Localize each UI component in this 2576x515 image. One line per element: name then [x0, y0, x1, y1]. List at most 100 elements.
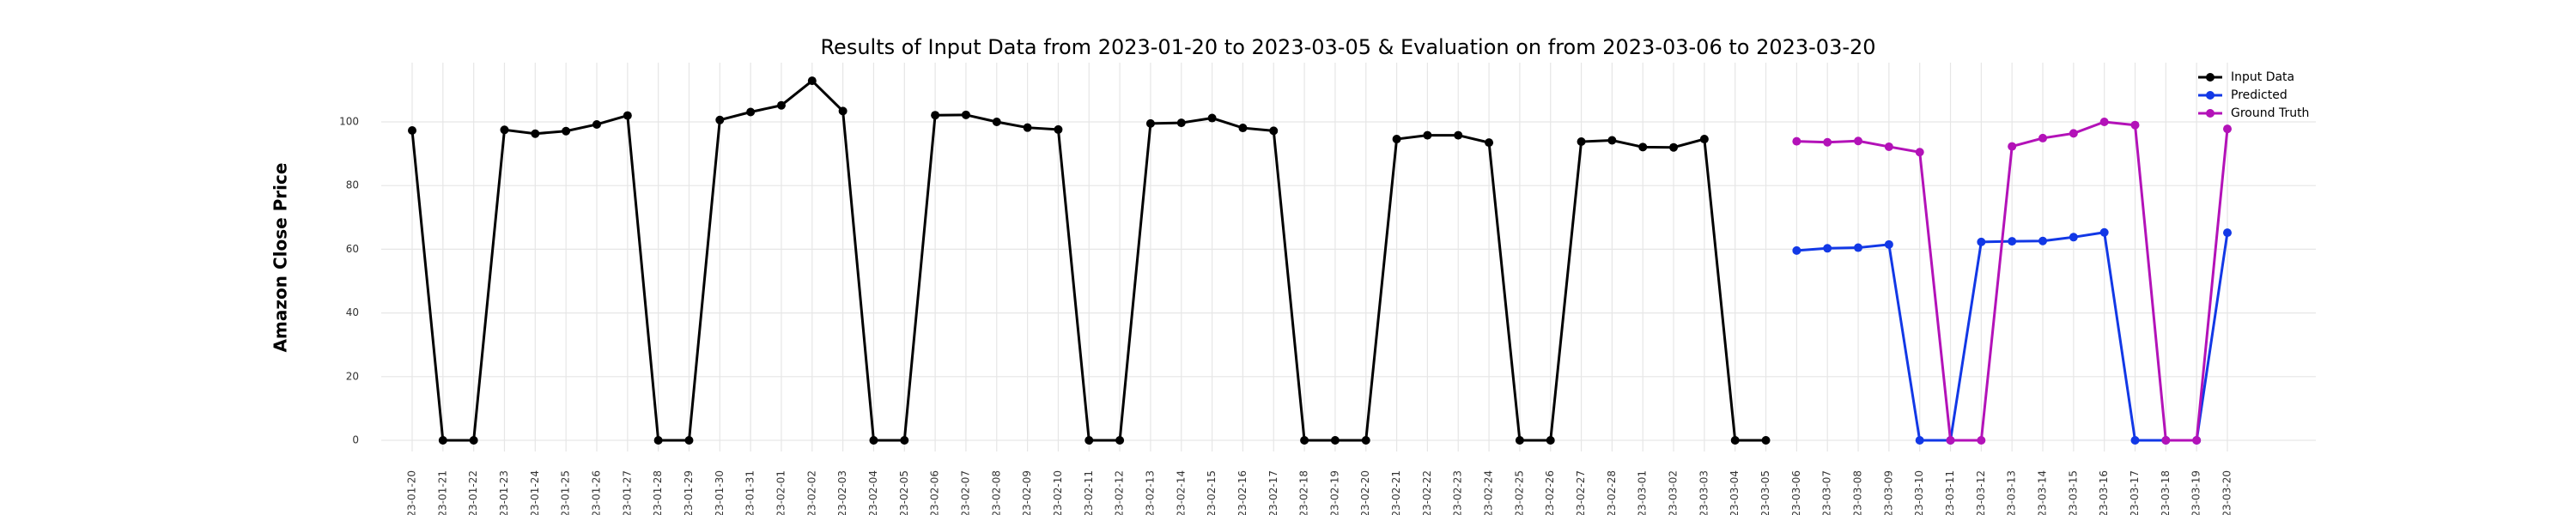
x-tick-label: 2023-03-07	[1821, 470, 1833, 515]
data-point	[408, 126, 416, 136]
x-tick-label: 2023-03-12	[1975, 470, 1987, 515]
data-point	[1423, 130, 1432, 140]
x-tick-label: 2023-02-18	[1298, 470, 1310, 515]
x-tick-label: 2023-02-10	[1052, 470, 1064, 515]
data-point	[2038, 133, 2048, 142]
data-point	[2223, 124, 2232, 134]
data-point	[531, 129, 540, 138]
data-point	[1915, 436, 1924, 445]
x-tick-label: 2023-01-22	[467, 470, 479, 515]
y-tick-label: 60	[346, 243, 359, 255]
data-point	[1854, 243, 1863, 252]
x-tick-label: 2023-03-17	[2129, 470, 2141, 515]
data-point	[1361, 436, 1370, 445]
x-tick-label: 2023-02-15	[1206, 470, 1218, 515]
x-tick-label: 2023-02-28	[1606, 470, 1618, 515]
data-point	[746, 107, 756, 117]
legend-marker	[2206, 109, 2215, 118]
x-tick-label: 2023-02-25	[1513, 470, 1525, 515]
data-point	[1023, 123, 1032, 132]
x-tick-label: 2023-01-25	[560, 470, 572, 515]
x-tick-label: 2023-02-09	[1021, 470, 1033, 515]
y-axis-label: Amazon Close Price	[270, 163, 291, 353]
x-tick-label: 2023-02-20	[1359, 470, 1371, 515]
data-point	[1669, 142, 1679, 152]
data-point	[1054, 124, 1063, 134]
x-tick-label: 2023-02-24	[1483, 470, 1495, 515]
data-point	[2008, 142, 2017, 151]
data-point	[2069, 233, 2078, 242]
x-tick-label: 2023-01-31	[744, 470, 756, 515]
x-tick-label: 2023-02-19	[1328, 470, 1340, 515]
legend-label: Input Data	[2231, 70, 2294, 84]
data-point	[1977, 436, 1986, 445]
data-point	[1607, 136, 1617, 145]
data-point	[1485, 138, 1494, 148]
x-tick-label: 2023-01-28	[652, 470, 664, 515]
x-tick-label: 2023-03-02	[1668, 470, 1680, 515]
data-point	[1392, 135, 1401, 144]
data-point	[592, 119, 601, 129]
data-point	[2161, 436, 2171, 445]
x-tick-label: 2023-02-06	[929, 470, 941, 515]
data-point	[2130, 120, 2140, 130]
x-tick-label: 2023-02-21	[1390, 470, 1402, 515]
x-tick-label: 2023-03-11	[1944, 470, 1956, 515]
data-point	[2130, 436, 2140, 445]
y-tick-label: 100	[339, 116, 359, 128]
x-tick-label: 2023-02-23	[1452, 470, 1464, 515]
x-tick-label: 2023-01-26	[590, 470, 602, 515]
data-point	[1238, 124, 1248, 133]
x-tick-label: 2023-02-11	[1083, 470, 1095, 515]
data-point	[1699, 135, 1709, 144]
data-point	[623, 111, 632, 120]
x-tick-label: 2023-03-13	[2006, 470, 2018, 515]
data-point	[1546, 436, 1555, 445]
data-point	[2192, 436, 2202, 445]
x-tick-label: 2023-01-24	[529, 470, 541, 515]
x-tick-label: 2023-03-03	[1698, 470, 1710, 515]
data-point	[992, 118, 1001, 127]
data-point	[1176, 118, 1186, 128]
data-point	[1792, 136, 1801, 146]
data-point	[1269, 126, 1279, 136]
y-tick-label: 0	[352, 434, 359, 446]
x-tick-label: 2023-03-16	[2098, 470, 2110, 515]
x-tick-label: 2023-03-04	[1728, 470, 1741, 515]
x-tick-label: 2023-02-04	[867, 470, 879, 515]
data-point	[1330, 436, 1340, 445]
data-point	[684, 436, 694, 445]
data-point	[1792, 245, 1801, 255]
x-tick-label: 2023-02-14	[1175, 470, 1187, 515]
data-point	[1577, 137, 1586, 147]
x-tick-label: 2023-02-03	[836, 470, 848, 515]
data-point	[1946, 436, 1955, 445]
legend-label: Predicted	[2231, 88, 2287, 102]
x-tick-label: 2023-03-14	[2037, 470, 2049, 515]
legend-marker	[2206, 91, 2215, 100]
x-tick-label: 2023-02-12	[1114, 470, 1126, 515]
x-tick-label: 2023-03-15	[2067, 470, 2079, 515]
data-point	[2099, 118, 2109, 127]
data-point	[931, 111, 940, 120]
x-tick-label: 2023-03-10	[1913, 470, 1925, 515]
x-tick-label: 2023-02-26	[1544, 470, 1556, 515]
data-point	[1884, 142, 1893, 151]
data-point	[2008, 237, 2017, 246]
data-point	[653, 436, 663, 445]
data-point	[1854, 136, 1863, 146]
data-point	[1207, 113, 1217, 123]
x-tick-label: 2023-02-27	[1575, 470, 1587, 515]
data-point	[715, 115, 725, 124]
data-point	[2038, 236, 2048, 245]
data-point	[2223, 228, 2232, 238]
data-point	[1515, 436, 1524, 445]
x-tick-label: 2023-01-20	[406, 470, 418, 515]
data-point	[1915, 148, 1924, 157]
data-point	[838, 106, 848, 116]
data-point	[1115, 436, 1125, 445]
data-point	[1454, 130, 1463, 140]
data-point	[1823, 137, 1832, 147]
data-point	[2069, 129, 2078, 138]
x-tick-label: 2023-03-01	[1637, 470, 1649, 515]
